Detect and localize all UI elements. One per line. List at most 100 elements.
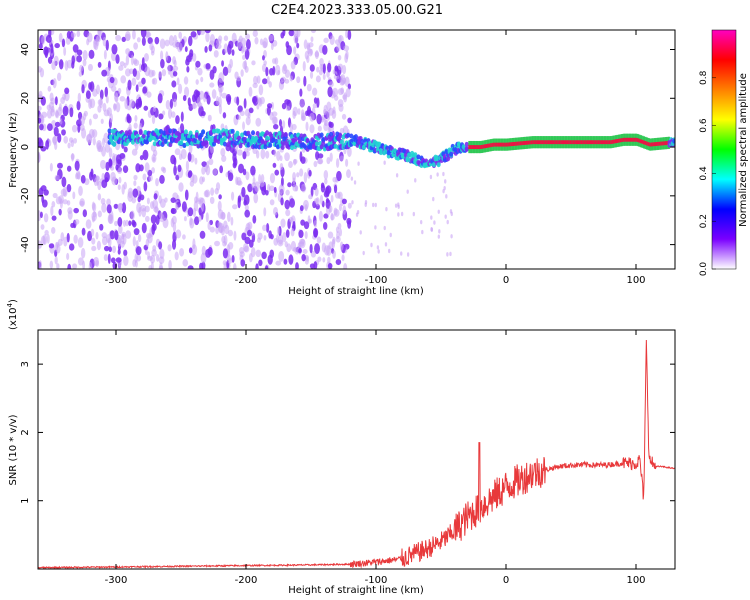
spectrogram-noise-cell (128, 220, 132, 227)
spectrogram-noise-cell (240, 37, 247, 48)
spectrogram-noise-cell (61, 129, 66, 136)
spectrogram-noise-cell (124, 31, 131, 42)
spectrogram-noise-cell (152, 105, 156, 113)
spectrogram-noise-cell (102, 36, 107, 47)
spectrogram-noise-cell (292, 172, 296, 182)
spectrogram-ridge-cell (552, 140, 555, 145)
spectrogram-noise-cell (205, 62, 211, 70)
spectrogram-noise-cell (253, 193, 259, 204)
spectrogram-noise-cell (184, 216, 187, 222)
spectrogram-noise-cell (262, 37, 268, 49)
spectrogram-ridge-cell (649, 142, 652, 147)
spectrogram-noise-cell (310, 30, 317, 34)
spectrogram-noise-cell (88, 82, 93, 90)
spectrogram-ridge-cell (507, 142, 510, 147)
spectrogram-noise-cell (314, 50, 319, 60)
spectrogram-noise-cell (118, 264, 122, 269)
spectrogram-noise-cell (54, 121, 61, 128)
spectrogram-noise-cell (442, 171, 445, 177)
spectrogram-noise-cell (124, 98, 129, 110)
spectrogram-noise-cell (62, 199, 68, 205)
spectrogram-noise-cell (357, 161, 360, 166)
spectrogram-ridge-cell (655, 142, 658, 146)
spectrogram-noise-cell (100, 118, 104, 125)
spectrogram-ridge-cell (597, 140, 600, 145)
spectrogram-noise-cell (242, 121, 245, 131)
spectrogram-noise-cell (150, 254, 156, 264)
spectrogram-noise-cell (333, 184, 338, 194)
spectrogram-ridge-cell (230, 128, 235, 134)
spectrogram-ridge-cell (541, 140, 544, 145)
spectrogram-ridge-cell (596, 140, 599, 145)
spectrogram-noise-cell (187, 265, 194, 269)
spectrogram-ridge-cell (614, 139, 617, 144)
x-tick-label: -100 (365, 575, 388, 586)
spectrogram-ridge-cell (468, 145, 471, 150)
spectrogram-noise-cell (201, 110, 206, 117)
spectrogram-y-ticks: 40 20 0 -20 -40 (20, 43, 675, 253)
spectrogram-noise-cell (109, 76, 115, 84)
spectrogram-noise-cell (130, 54, 134, 66)
spectrogram-noise-cell (79, 64, 84, 72)
spectrogram-noise-cell (137, 96, 142, 107)
spectrogram-noise-cell (327, 262, 333, 269)
spectrogram-ridge-cell (653, 142, 656, 147)
spectrogram-noise-cell (253, 75, 258, 85)
spectrogram-noise-cell (288, 216, 294, 223)
spectrogram-noise-cell (444, 179, 447, 184)
spectrogram-noise-cell (49, 260, 54, 269)
spectrogram-noise-cell (170, 197, 176, 203)
spectrogram-noise-cell (310, 186, 314, 197)
spectrogram-noise-cell (92, 113, 99, 120)
spectrogram-noise-cell (51, 136, 58, 144)
spectrogram-ridge-cell (565, 140, 568, 145)
spectrogram-noise-cell (250, 165, 256, 176)
spectrogram-noise-cell (223, 43, 228, 54)
spectrogram-noise-cell (421, 229, 424, 235)
spectrogram-noise-cell (394, 203, 398, 208)
spectrogram-noise-cell (222, 66, 229, 76)
spectrogram-noise-cell (387, 248, 391, 254)
spectrogram-noise-cell (319, 58, 324, 66)
spectrogram-ridge-cell (319, 132, 324, 138)
spectrogram-noise-cell (154, 205, 159, 214)
spectrogram-noise-cell (176, 77, 180, 86)
spectrogram-noise-cell (444, 214, 447, 219)
spectrogram-noise-cell (252, 214, 257, 224)
spectrogram-noise-cell (101, 69, 108, 77)
spectrogram-ridge-cell (487, 143, 490, 148)
spectrogram-ridge-cell (360, 138, 365, 144)
spectrogram-ridge-cell (647, 142, 650, 147)
spectrogram-noise-cell (60, 96, 66, 105)
spectrogram-noise-cell (275, 260, 282, 266)
spectrogram-noise-cell (141, 222, 147, 234)
spectrogram-noise-cell (175, 39, 179, 50)
spectrogram-noise-cell (304, 204, 308, 212)
spectrogram-x-axis-label: Height of straight line (km) (288, 286, 424, 297)
spectrogram-noise-cell (290, 60, 296, 70)
spectrogram-noise-cell (64, 87, 70, 95)
spectrogram-noise-cell (385, 206, 388, 212)
spectrogram-noise-cell (61, 38, 66, 48)
spectrogram-ridge-cell (557, 140, 560, 145)
spectrogram-noise-cell (324, 186, 330, 197)
spectrogram-noise-cell (343, 45, 350, 52)
spectrogram-noise-cell (317, 256, 322, 262)
spectrogram-noise-cell (110, 171, 116, 182)
spectrogram-noise-cell (132, 188, 139, 198)
spectrogram-noise-cell (262, 224, 267, 232)
spectrogram-noise-cell (336, 230, 340, 240)
spectrogram-noise-cell (54, 256, 58, 265)
spectrogram-noise-cell (327, 256, 331, 264)
spectrogram-noise-cell (278, 250, 285, 262)
spectrogram-noise-cell (97, 145, 103, 153)
spectrogram-noise-cell (175, 229, 182, 239)
spectrogram-noise-cell (66, 232, 70, 243)
spectrogram-noise-cell (40, 96, 46, 106)
spectrogram-noise-cell (309, 64, 315, 72)
spectrogram-noise-cell (123, 255, 129, 267)
spectrogram-noise-cell (105, 95, 109, 104)
spectrogram-noise-cell (127, 79, 132, 91)
spectrogram-noise-cell (273, 123, 279, 130)
spectrogram-noise-cell (347, 220, 352, 229)
